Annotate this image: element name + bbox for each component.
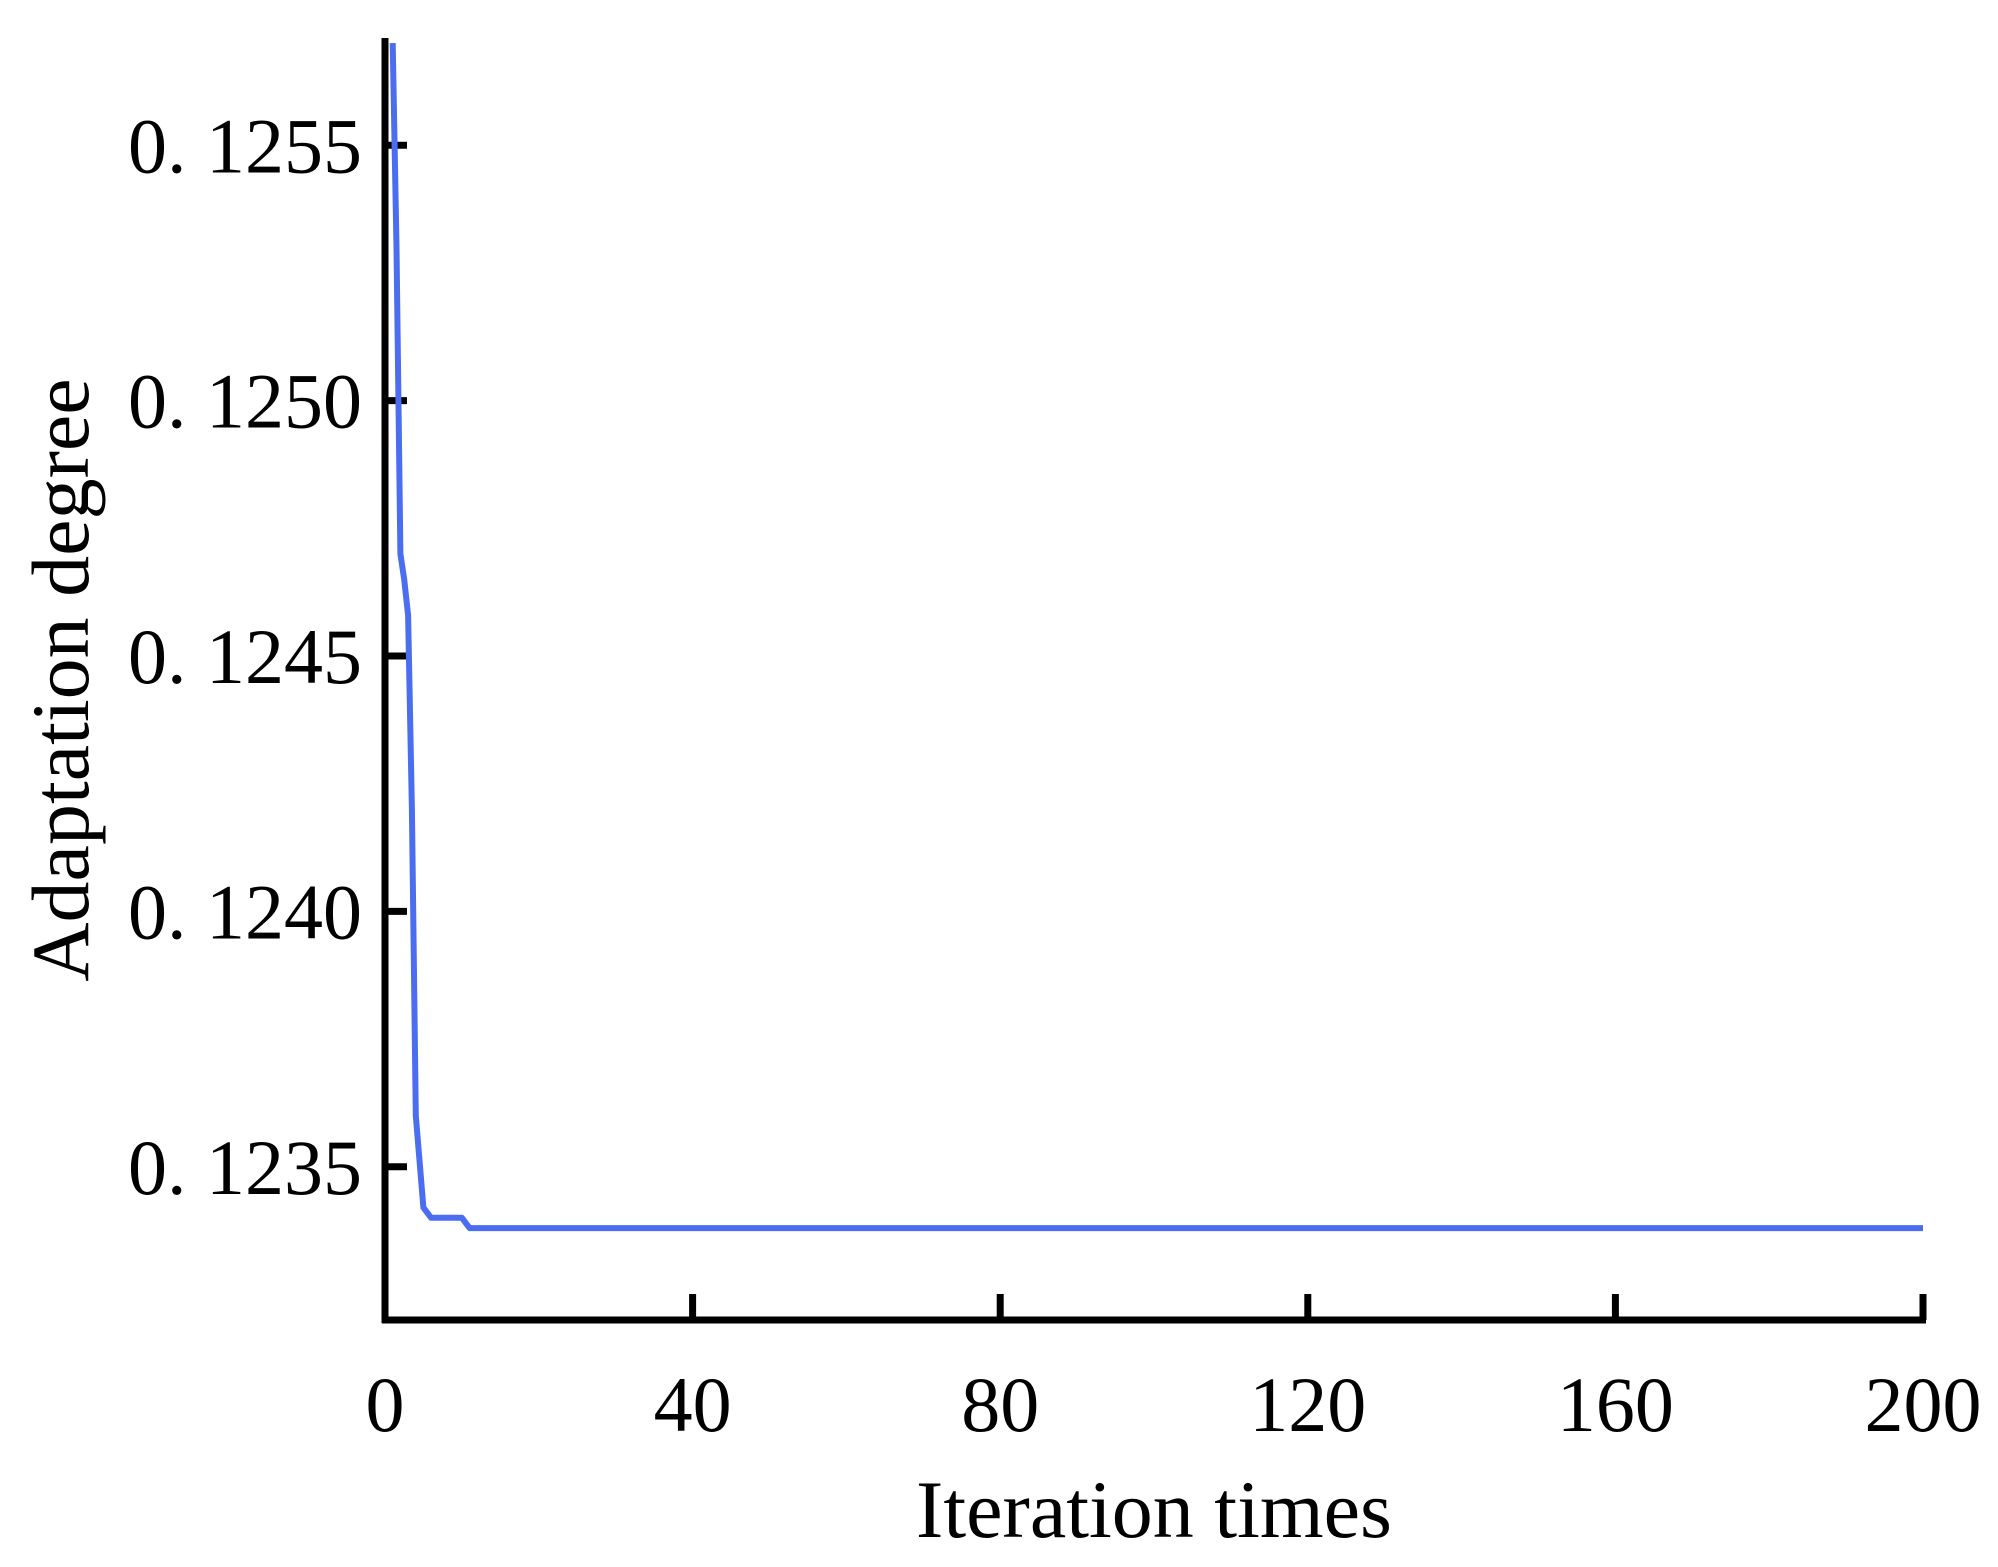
x-tick-label: 40 bbox=[654, 1361, 732, 1448]
x-tick-label: 160 bbox=[1557, 1361, 1674, 1448]
y-tick-label: 0. 1250 bbox=[128, 358, 362, 445]
x-axis-title: Iteration times bbox=[916, 1464, 1392, 1555]
series-line bbox=[389, 43, 1923, 1232]
x-ticks: 0 40 80 120 160 200 bbox=[366, 1294, 1982, 1448]
y-tick-label: 0. 1240 bbox=[128, 868, 362, 955]
y-tick-label: 0. 1255 bbox=[128, 102, 362, 189]
axes bbox=[381, 38, 1926, 1324]
x-tick-label: 80 bbox=[961, 1361, 1039, 1448]
y-tick-label: 0. 1245 bbox=[128, 613, 362, 700]
x-tick-label: 200 bbox=[1865, 1361, 1982, 1448]
y-axis-title: Adaptation degree bbox=[15, 378, 106, 981]
y-ticks: 0. 1235 0. 1240 0. 1245 0. 1250 0. 1255 bbox=[128, 102, 407, 1211]
y-tick-label: 0. 1235 bbox=[128, 1124, 362, 1211]
series-layer bbox=[389, 43, 1923, 1232]
x-tick-label: 0 bbox=[366, 1361, 405, 1448]
x-tick-label: 120 bbox=[1249, 1361, 1366, 1448]
